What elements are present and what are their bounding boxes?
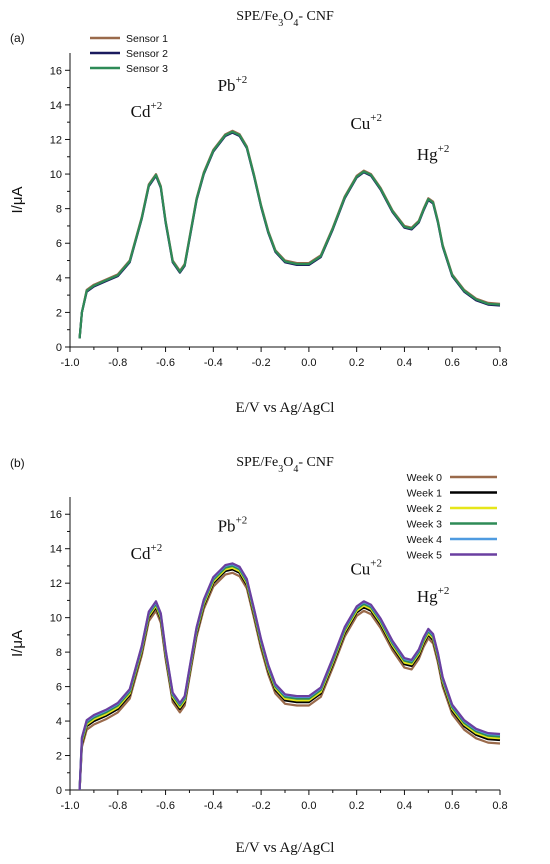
x-tick-label: 0.6 — [445, 800, 460, 812]
chart-title: SPE/Fe3O4- CNF — [236, 9, 334, 29]
peak-annotation: Cd+2 — [131, 100, 163, 121]
y-tick-label: 2 — [56, 307, 62, 319]
series-line-sensor-3 — [78, 130, 501, 339]
chart-title: SPE/Fe3O4- CNF — [236, 455, 334, 475]
legend-label: Week 2 — [407, 503, 443, 515]
x-tick-label: -0.2 — [252, 357, 271, 369]
y-tick-label: 10 — [50, 169, 62, 181]
legend-label: Sensor 2 — [126, 48, 168, 60]
peak-annotation: Pb+2 — [218, 514, 248, 535]
y-tick-label: 4 — [56, 273, 62, 285]
y-tick-label: 8 — [56, 647, 62, 659]
y-tick-label: 6 — [56, 682, 62, 694]
legend-label: Week 0 — [407, 472, 443, 484]
panel-label: (b) — [10, 456, 25, 470]
x-tick-label: 0.4 — [397, 800, 412, 812]
chart-panel-0: (a) SPE/Fe3O4- CNF 0 2 4 6 8 10 12 14 16 -1.0 -0.8 -0… — [9, 9, 508, 416]
peak-annotation: Pb+2 — [218, 74, 248, 95]
x-tick-label: 0.0 — [301, 800, 316, 812]
y-tick-label: 10 — [50, 613, 62, 625]
x-tick-label: -1.0 — [61, 357, 80, 369]
peak-annotation: Hg+2 — [417, 585, 450, 606]
peak-annotation: Cu+2 — [350, 112, 382, 133]
legend-label: Week 1 — [407, 488, 443, 500]
x-tick-label: -0.8 — [108, 800, 127, 812]
y-tick-label: 12 — [50, 578, 62, 590]
x-tick-label: 0.6 — [445, 357, 460, 369]
x-axis-label: E/V vs Ag/AgCl — [236, 400, 335, 416]
series-line-week-5 — [78, 562, 501, 791]
peak-annotation: Hg+2 — [417, 143, 450, 164]
x-tick-label: -0.8 — [108, 357, 127, 369]
y-tick-label: 0 — [56, 342, 62, 354]
legend-label: Week 4 — [407, 534, 443, 546]
legend: Week 0 Week 1 Week 2 Week 3 Week 4 Week 5 — [407, 472, 497, 562]
legend-label: Sensor 3 — [126, 63, 168, 75]
x-tick-label: -1.0 — [61, 800, 80, 812]
y-axis-label: I/μA — [9, 630, 26, 657]
x-tick-label: 0.2 — [349, 357, 364, 369]
y-tick-label: 12 — [50, 134, 62, 146]
legend: Sensor 1 Sensor 2 Sensor 3 — [90, 33, 168, 75]
y-axis-label: I/μA — [9, 187, 26, 214]
x-tick-label: -0.4 — [204, 800, 223, 812]
x-axis-label: E/V vs Ag/AgCl — [236, 840, 335, 856]
x-tick-label: -0.6 — [156, 800, 175, 812]
y-tick-label: 16 — [50, 65, 62, 77]
x-tick-label: -0.6 — [156, 357, 175, 369]
panel-label: (a) — [10, 31, 25, 45]
y-tick-label: 4 — [56, 716, 62, 728]
x-tick-label: -0.4 — [204, 357, 223, 369]
peak-annotation: Cd+2 — [131, 542, 163, 563]
chart-panel-1: (b) SPE/Fe3O4- CNF 0 2 4 6 8 10 12 14 16 -1.0 -0.8 -0… — [9, 455, 508, 856]
y-tick-label: 0 — [56, 785, 62, 797]
x-tick-label: -0.2 — [252, 800, 271, 812]
x-tick-label: 0.8 — [492, 357, 507, 369]
x-tick-label: 0.4 — [397, 357, 412, 369]
y-tick-label: 14 — [50, 544, 62, 556]
legend-label: Week 3 — [407, 519, 443, 531]
y-tick-label: 16 — [50, 509, 62, 521]
x-tick-label: 0.2 — [349, 800, 364, 812]
legend-label: Week 5 — [407, 550, 443, 562]
x-tick-label: 0.0 — [301, 357, 316, 369]
y-tick-label: 6 — [56, 238, 62, 250]
peak-annotation: Cu+2 — [350, 558, 382, 579]
y-tick-label: 8 — [56, 204, 62, 216]
x-tick-label: 0.8 — [492, 800, 507, 812]
y-tick-label: 2 — [56, 751, 62, 763]
series-line-week-0 — [78, 571, 501, 791]
y-tick-label: 14 — [50, 100, 62, 112]
legend-label: Sensor 1 — [126, 33, 168, 45]
